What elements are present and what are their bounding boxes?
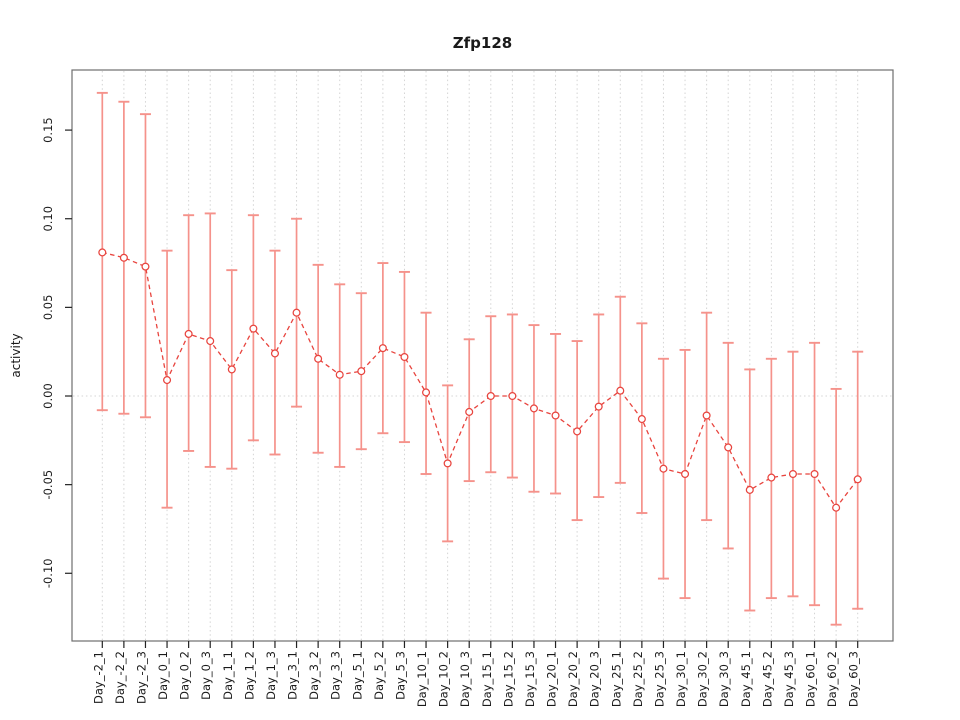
y-tick-label: -0.05 (41, 470, 55, 500)
y-axis-title: activity (9, 333, 23, 377)
x-tick-label: Day_20_2 (566, 651, 580, 707)
x-tick-label: Day_20_3 (588, 651, 602, 707)
data-point-marker (206, 337, 215, 346)
data-point-marker (853, 475, 862, 484)
data-point-marker (227, 365, 236, 374)
x-tick-label: Day_5_3 (393, 651, 407, 700)
data-point-marker (659, 464, 668, 473)
data-point-marker (616, 386, 625, 395)
error-bars (96, 91, 864, 626)
data-point-marker (594, 402, 603, 411)
data-point-marker (745, 485, 754, 494)
axis-labels: 0.15 0.10 0.05 0.00 -0.05 -0.10 Day_-2_1 Day_-2… (41, 117, 861, 707)
data-point-marker (163, 376, 172, 385)
x-tick-label: Day_5_1 (350, 651, 364, 700)
x-tick-label: Day_3_2 (307, 651, 321, 700)
x-tick-label: Day_-2_1 (91, 651, 105, 704)
x-tick-label: Day_25_1 (609, 651, 623, 707)
data-point-marker (810, 469, 819, 479)
x-tick-label: Day_5_2 (372, 651, 386, 700)
x-tick-label: Day_15_2 (501, 651, 515, 707)
data-point-marker (98, 248, 107, 257)
x-tick-label: Day_-2_2 (113, 651, 127, 704)
x-tick-label: Day_30_1 (674, 651, 688, 707)
y-tick-label: 0.05 (41, 295, 55, 321)
x-tick-label: Day_15_3 (523, 651, 537, 707)
data-points (98, 248, 862, 512)
data-point-marker (400, 352, 409, 362)
x-tick-label: Day_30_3 (717, 651, 731, 707)
data-point-marker (422, 388, 431, 397)
data-point-marker (551, 411, 560, 420)
x-tick-label: Day_0_2 (178, 651, 192, 700)
data-point-marker (292, 308, 301, 317)
data-point-marker (357, 367, 366, 376)
x-tick-label: Day_1_1 (221, 651, 235, 700)
data-point-marker (508, 391, 517, 401)
data-point-marker (637, 415, 646, 424)
x-tick-label: Day_60_2 (825, 651, 839, 707)
y-tick-label: 0.15 (41, 117, 55, 143)
gridlines (73, 71, 892, 640)
data-point-marker (832, 503, 841, 512)
data-point-marker (314, 354, 323, 363)
data-point-marker (681, 469, 690, 479)
x-tick-label: Day_45_2 (760, 651, 774, 707)
x-tick-label: Day_20_1 (545, 651, 559, 707)
data-point-marker (141, 262, 150, 271)
series-polyline (102, 251, 859, 509)
x-tick-label: Day_45_3 (782, 651, 796, 707)
x-tick-label: Day_-2_3 (134, 651, 148, 704)
data-point-marker (249, 324, 258, 333)
x-tick-label: Day_10_1 (415, 651, 429, 707)
x-tick-label: Day_45_1 (739, 651, 753, 707)
x-tick-label: Day_25_2 (631, 651, 645, 707)
x-tick-label: Day_3_3 (329, 651, 343, 700)
data-point-marker (573, 427, 582, 436)
x-tick-label: Day_60_1 (804, 651, 818, 707)
x-tick-label: Day_1_3 (264, 651, 278, 700)
data-point-marker (443, 459, 452, 468)
data-point-marker (378, 344, 387, 353)
data-point-marker (702, 411, 711, 420)
data-point-marker (788, 469, 797, 479)
series-line (102, 251, 859, 509)
plot-border (71, 69, 894, 642)
data-point-marker (767, 473, 776, 482)
x-tick-label: Day_10_3 (458, 651, 472, 707)
y-tick-label: 0.10 (41, 206, 55, 232)
data-point-marker (335, 370, 344, 379)
x-tick-label: Day_0_3 (199, 651, 213, 700)
x-tick-label: Day_0_1 (156, 651, 170, 700)
x-tick-label: Day_15_1 (480, 651, 494, 707)
x-tick-label: Day_3_1 (286, 651, 300, 700)
y-tick-label: 0.00 (41, 383, 55, 409)
data-point-marker (529, 404, 538, 413)
x-tick-label: Day_30_2 (696, 651, 710, 707)
y-tick-label: -0.10 (41, 558, 55, 588)
chart-title: Zfp128 (453, 34, 512, 52)
axes (65, 69, 894, 648)
x-tick-label: Day_60_3 (847, 651, 861, 707)
x-tick-label: Day_1_2 (242, 651, 256, 700)
data-point-marker (486, 391, 495, 401)
data-point-marker (724, 443, 733, 452)
data-point-marker (119, 253, 128, 262)
data-point-marker (184, 329, 193, 338)
x-tick-label: Day_10_2 (437, 651, 451, 707)
data-point-marker (465, 407, 474, 416)
x-tick-label: Day_25_3 (652, 651, 666, 707)
data-point-marker (270, 349, 279, 358)
